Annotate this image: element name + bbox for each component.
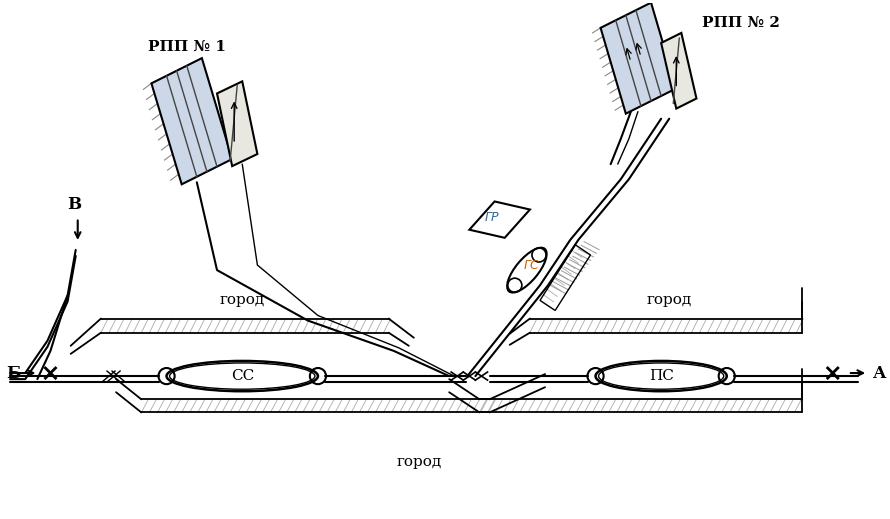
Text: РПП № 2: РПП № 2 (701, 16, 780, 30)
Polygon shape (550, 240, 605, 295)
Polygon shape (469, 201, 530, 238)
Text: ГР: ГР (484, 211, 498, 224)
Polygon shape (151, 58, 232, 184)
Text: ПС: ПС (649, 369, 674, 383)
Text: город: город (220, 293, 265, 307)
Polygon shape (661, 33, 697, 108)
Text: Б: Б (6, 364, 20, 381)
Ellipse shape (507, 248, 546, 293)
Text: РПП № 1: РПП № 1 (148, 40, 226, 54)
Polygon shape (550, 240, 605, 295)
Text: СС: СС (231, 369, 254, 383)
Text: В: В (68, 196, 82, 213)
Polygon shape (550, 240, 605, 295)
Text: город: город (647, 293, 692, 307)
Text: А: А (873, 364, 886, 381)
Text: город: город (396, 455, 441, 469)
Polygon shape (217, 81, 257, 166)
Text: ГС: ГС (524, 258, 540, 271)
Polygon shape (601, 3, 676, 114)
